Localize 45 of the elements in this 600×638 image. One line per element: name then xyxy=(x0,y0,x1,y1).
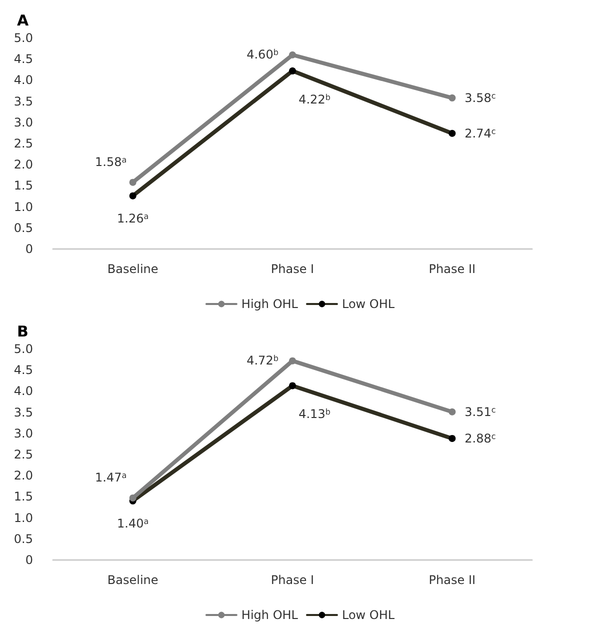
point xyxy=(129,178,136,186)
x-tick-label: Phase II xyxy=(428,573,476,587)
x-tick-label: Baseline xyxy=(107,262,158,276)
y-tick-label: 5.0 xyxy=(14,342,33,356)
chart-title: B xyxy=(17,322,28,340)
y-tick-label: 3.5 xyxy=(14,405,33,420)
point xyxy=(448,130,456,137)
y-tick-label: 4.5 xyxy=(14,363,33,378)
x-tick-label: Phase I xyxy=(270,573,314,587)
y-tick-label: 4.0 xyxy=(14,73,33,88)
y-tick-label: 1.0 xyxy=(14,510,33,525)
x-tick-label: Phase II xyxy=(428,262,476,276)
legend-label: Low OHL xyxy=(342,608,395,622)
y-tick-label: 3.5 xyxy=(14,94,33,108)
y-tick-label: 3.0 xyxy=(14,426,33,440)
point xyxy=(289,51,296,58)
point xyxy=(129,494,136,502)
y-tick-label: 4.5 xyxy=(14,52,33,66)
y-tick-label: 1.5 xyxy=(14,178,33,193)
y-tick-label: 0.5 xyxy=(14,532,33,546)
legend-label: High OHL xyxy=(241,297,298,311)
point xyxy=(289,357,296,364)
y-tick-label: 2.0 xyxy=(14,158,33,172)
x-tick-label: Phase I xyxy=(270,262,314,276)
point xyxy=(289,67,296,74)
y-tick-label: 2.5 xyxy=(14,448,33,462)
point xyxy=(448,408,456,416)
point xyxy=(129,192,136,200)
chart-title: A xyxy=(17,12,29,30)
point xyxy=(448,94,456,102)
y-tick-label: 0 xyxy=(25,553,33,567)
y-tick-label: 0.5 xyxy=(14,220,33,235)
point xyxy=(289,382,296,390)
y-tick-label: 2.5 xyxy=(14,136,33,150)
y-tick-label: 1.5 xyxy=(14,490,33,504)
x-tick-label: Baseline xyxy=(107,573,158,587)
y-tick-label: 0 xyxy=(25,242,33,256)
y-tick-label: 4.0 xyxy=(14,384,33,398)
y-tick-label: 3.0 xyxy=(14,115,33,130)
y-tick-label: 1.0 xyxy=(14,200,33,214)
legend-label: Low OHL xyxy=(342,297,395,311)
y-tick-label: 2.0 xyxy=(14,468,33,483)
point xyxy=(448,434,456,442)
y-tick-label: 5.0 xyxy=(14,31,33,45)
legend-label: High OHL xyxy=(241,608,298,622)
